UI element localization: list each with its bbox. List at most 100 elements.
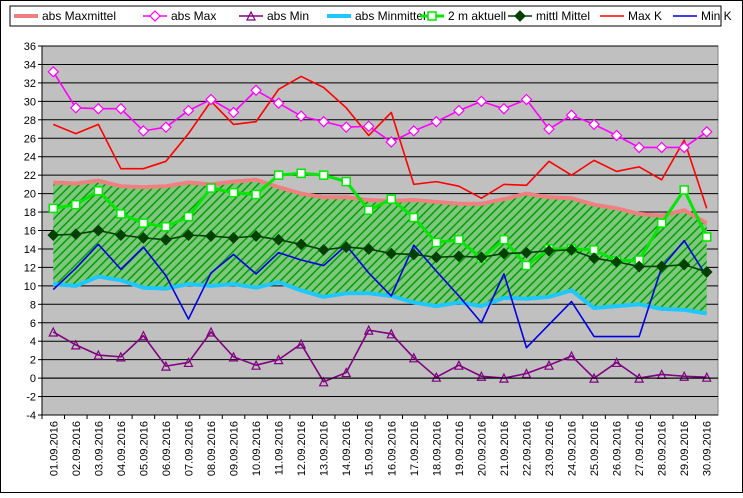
x-tick-label: 11.09.2016 bbox=[274, 421, 286, 475]
y-tick-label: 8 bbox=[30, 299, 36, 311]
x-tick-label: 09.09.2016 bbox=[229, 421, 241, 476]
x-tick-label: 19.09.2016 bbox=[454, 421, 466, 476]
data-point-2-m-aktuell bbox=[409, 212, 419, 223]
series-line-min-k bbox=[52, 239, 708, 349]
data-point-abs-max bbox=[250, 84, 262, 97]
x-tick-label: 25.09.2016 bbox=[589, 421, 601, 476]
data-point-2-m-aktuell bbox=[296, 168, 306, 179]
x-tick-label: 04.09.2016 bbox=[116, 421, 128, 476]
data-point-mittl-mittel bbox=[205, 230, 217, 242]
data-point-mittl-mittel bbox=[565, 244, 578, 256]
data-point-abs-max bbox=[430, 115, 443, 128]
x-tick-label: 06.09.2016 bbox=[161, 421, 173, 476]
data-point-mittl-mittel bbox=[362, 243, 375, 255]
data-point-abs-max bbox=[362, 120, 375, 133]
data-point-abs-max bbox=[655, 141, 668, 154]
y-tick-label: 4 bbox=[30, 336, 36, 348]
data-point-abs-max bbox=[407, 125, 420, 137]
y-tick-label: 20 bbox=[24, 189, 36, 201]
data-point-abs-min bbox=[206, 326, 216, 337]
data-point-abs-max bbox=[543, 123, 555, 135]
series-markers bbox=[47, 65, 713, 387]
data-point-mittl-mittel bbox=[92, 224, 105, 237]
y-tick-label: 26 bbox=[24, 133, 36, 145]
data-point-mittl-mittel bbox=[47, 229, 60, 241]
data-point-abs-max bbox=[227, 106, 240, 119]
data-point-abs-max bbox=[182, 104, 195, 117]
x-tick-label: 24.09.2016 bbox=[567, 421, 579, 476]
data-point-2-m-aktuell bbox=[183, 211, 194, 222]
data-point-mittl-mittel bbox=[250, 230, 262, 242]
legend: abs Maxmittel abs Max abs Min abs Minmittel… bbox=[9, 5, 732, 27]
data-point-2-m-aktuell bbox=[318, 170, 329, 180]
data-point-2-m-aktuell bbox=[679, 185, 689, 195]
y-tick-label: 16 bbox=[24, 226, 36, 238]
data-point-abs-max bbox=[92, 102, 105, 115]
data-point-abs-min bbox=[476, 370, 487, 381]
data-point-abs-min bbox=[431, 371, 442, 382]
y-tick-label: 12 bbox=[24, 262, 36, 274]
data-point-mittl-mittel bbox=[69, 228, 82, 241]
data-point-abs-min bbox=[160, 360, 171, 371]
data-point-abs-min bbox=[544, 359, 554, 370]
data-point-abs-min bbox=[701, 371, 712, 382]
legend-marker-abs-min bbox=[246, 10, 256, 21]
data-point-2-m-aktuell bbox=[656, 218, 667, 228]
legend-label-2-m-aktuell: 2 m aktuell bbox=[448, 9, 506, 23]
data-point-abs-max bbox=[700, 125, 713, 138]
data-point-mittl-mittel bbox=[588, 252, 600, 265]
x-tick-label: 17.09.2016 bbox=[409, 421, 421, 476]
data-point-abs-max bbox=[385, 136, 398, 148]
data-point-abs-min bbox=[48, 326, 59, 337]
x-tick-label: 15.09.2016 bbox=[364, 421, 376, 476]
data-point-abs-min bbox=[611, 357, 622, 368]
x-tick-label: 27.09.2016 bbox=[634, 421, 646, 476]
data-point-mittl-mittel bbox=[633, 260, 645, 273]
legend-label-abs-min: abs Min bbox=[267, 9, 309, 23]
x-tick-label: 23.09.2016 bbox=[544, 421, 556, 476]
y-tick-label: 24 bbox=[24, 152, 36, 164]
data-point-abs-max bbox=[69, 101, 82, 114]
data-point-mittl-mittel bbox=[700, 266, 713, 278]
data-point-abs-max bbox=[498, 102, 510, 115]
x-tick-label: 22.09.2016 bbox=[521, 421, 533, 476]
legend-label-max-k: Max K bbox=[628, 9, 662, 23]
data-point-abs-max bbox=[137, 125, 150, 137]
x-tick-label: 26.09.2016 bbox=[612, 421, 624, 476]
data-point-2-m-aktuell bbox=[521, 260, 532, 271]
data-point-mittl-mittel bbox=[430, 251, 443, 264]
data-point-abs-min bbox=[70, 339, 81, 350]
y-tick-label: 36 bbox=[24, 41, 36, 53]
series-line-abs-min bbox=[52, 329, 707, 383]
data-point-mittl-mittel bbox=[610, 256, 623, 268]
y-tick-label: 14 bbox=[24, 244, 36, 256]
data-point-abs-min bbox=[296, 338, 307, 349]
data-point-abs-min bbox=[138, 330, 149, 341]
data-point-abs-min bbox=[228, 351, 239, 362]
legend-marker-mittl-mittel bbox=[514, 10, 526, 22]
data-point-2-m-aktuell bbox=[386, 194, 397, 204]
data-point-abs-max bbox=[610, 129, 623, 142]
data-point-abs-max bbox=[115, 102, 127, 115]
data-point-mittl-mittel bbox=[227, 232, 240, 244]
data-point-2-m-aktuell bbox=[206, 183, 216, 193]
data-point-abs-max bbox=[317, 115, 330, 128]
data-point-abs-max bbox=[565, 109, 578, 122]
data-point-2-m-aktuell bbox=[93, 186, 104, 196]
x-axis-ticks: 01.09.2016 02.09.2016 03.09.2016 04.09.2016… bbox=[41, 377, 718, 476]
x-tick-label: 03.09.2016 bbox=[93, 421, 105, 476]
data-point-mittl-mittel bbox=[498, 247, 510, 260]
data-point-abs-max bbox=[520, 93, 533, 106]
data-point-2-m-aktuell bbox=[48, 203, 59, 214]
legend-marker-abs-max bbox=[149, 10, 161, 22]
x-tick-label: 10.09.2016 bbox=[251, 421, 263, 476]
data-point-2-m-aktuell bbox=[116, 209, 126, 219]
data-point-abs-min bbox=[183, 357, 194, 368]
x-tick-label: 07.09.2016 bbox=[183, 421, 195, 476]
data-point-abs-min bbox=[521, 368, 532, 379]
data-point-abs-max bbox=[160, 121, 172, 134]
data-point-mittl-mittel bbox=[115, 229, 127, 241]
data-point-abs-min bbox=[341, 367, 352, 378]
